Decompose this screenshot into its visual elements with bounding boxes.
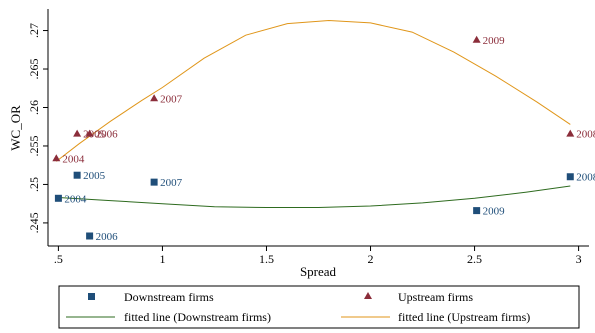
downstream-point-label: 2008 — [576, 172, 595, 184]
y-tick-label: .25 — [27, 177, 41, 192]
y-tick-label: .27 — [27, 23, 41, 38]
x-tick-label: 1 — [159, 252, 165, 266]
downstream-point-label: 2006 — [96, 231, 119, 243]
x-tick-label: 3 — [576, 252, 582, 266]
fitted-line-downstream — [58, 185, 571, 208]
y-tick-label: .26 — [27, 100, 41, 115]
downstream-point-label: 2009 — [483, 206, 506, 218]
legend-label-fitted-downstream: fitted line (Downstream firms) — [124, 310, 271, 324]
downstream-point — [73, 171, 81, 179]
upstream-point — [150, 94, 159, 102]
downstream-point-label: 2007 — [160, 177, 183, 189]
legend-label-fitted-upstream: fitted line (Upstream firms) — [398, 310, 530, 324]
legend-label-downstream: Downstream firms — [124, 290, 214, 304]
downstream-point — [86, 232, 94, 240]
downstream-point — [566, 173, 574, 181]
x-tick-label: .5 — [54, 252, 63, 266]
upstream-point-label: 2004 — [62, 153, 84, 165]
downstream-point — [150, 178, 158, 186]
x-axis-title: Spread — [300, 264, 337, 279]
legend-box — [58, 285, 580, 329]
upstream-point-label: 2005 — [83, 129, 106, 141]
x-tick-label: 2.5 — [467, 252, 482, 266]
y-tick-label: .255 — [27, 135, 41, 156]
upstream-point-label: 2007 — [160, 93, 183, 105]
legend: Downstream firms Upstream firms fitted l… — [58, 285, 580, 329]
legend-label-upstream: Upstream firms — [398, 290, 473, 304]
downstream-point — [473, 207, 481, 215]
x-ticks: .5 1 1.5 2 2.5 3 — [54, 246, 582, 266]
upstream-point — [73, 129, 82, 137]
legend-square-marker-icon — [88, 293, 95, 300]
y-axis-title: WC_OR — [8, 105, 23, 151]
y-tick-label: .245 — [27, 212, 41, 233]
fitted-lines — [55, 19, 571, 208]
fitted-line-upstream — [55, 19, 571, 162]
upstream-point-label: 2006 — [96, 129, 119, 141]
upstream-point — [85, 129, 94, 137]
x-tick-label: 1.5 — [259, 252, 274, 266]
upstream-point — [52, 154, 61, 162]
x-tick-label: 2 — [368, 252, 374, 266]
upstream-point-label: 2008 — [576, 129, 595, 141]
downstream-point-label: 2004 — [64, 193, 87, 205]
upstream-point-label: 2009 — [483, 35, 506, 47]
upstream-point — [566, 129, 575, 137]
y-ticks: .245 .25 .255 .26 .265 .27 — [27, 23, 48, 233]
point-labels: 2004200520062007200820092004200520062007… — [62, 35, 595, 243]
legend-triangle-marker-icon — [364, 292, 372, 299]
downstream-point — [54, 194, 62, 202]
data-markers — [52, 35, 575, 240]
downstream-point-label: 2005 — [83, 170, 106, 182]
upstream-point — [472, 35, 481, 43]
y-tick-label: .265 — [27, 59, 41, 80]
